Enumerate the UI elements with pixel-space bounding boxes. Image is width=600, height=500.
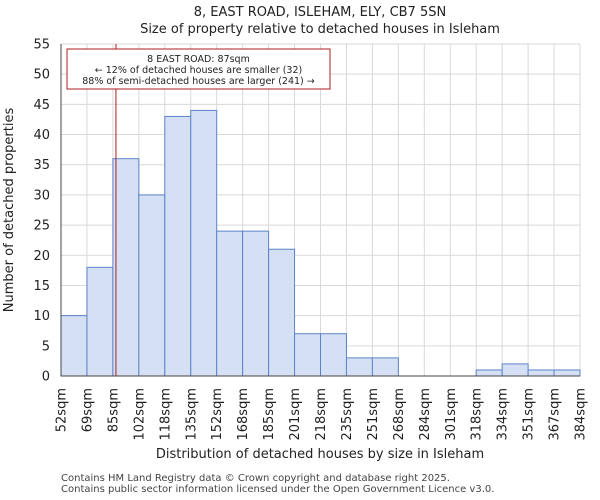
y-tick-label: 40 [33,128,50,143]
y-tick-label: 25 [33,219,50,234]
footer-line-1: Contains HM Land Registry data © Crown c… [61,473,450,484]
x-tick-label: 384sqm [574,388,589,441]
histogram-bar [371,357,399,377]
x-tick-label: 318sqm [470,388,485,441]
x-tick-label: 168sqm [236,388,251,441]
footer: Contains HM Land Registry data © Crown c… [61,473,494,495]
footer-line-2: Contains public sector information licen… [61,484,495,495]
x-tick-label: 218sqm [314,388,329,441]
histogram-bar [242,230,270,377]
annotation-box [66,48,331,90]
annotation-line-2: ← 12% of detached houses are smaller (32… [95,65,302,76]
histogram-bar [138,194,166,377]
x-tick-label: 284sqm [418,388,433,441]
x-tick-label: 69sqm [80,388,95,432]
annotation-line-3: 88% of semi-detached houses are larger (… [82,76,315,87]
y-tick-label: 35 [33,158,50,173]
histogram-bar [268,248,296,377]
annotation-line-1: 8 EAST ROAD: 87sqm [147,54,250,65]
histogram-bar [475,369,503,377]
x-tick-label: 185sqm [262,388,277,441]
histogram-bar [345,357,373,377]
histogram-bar [553,369,581,377]
y-tick-label: 30 [33,188,50,203]
y-tick-label: 50 [33,68,50,83]
x-tick-label: 52sqm [55,388,70,432]
x-tick-label: 235sqm [340,388,355,441]
x-tick-label: 135sqm [184,388,199,441]
x-tick-label: 367sqm [548,388,563,441]
x-tick-label: 268sqm [392,388,407,441]
x-tick-label: 334sqm [496,388,511,441]
histogram-bar [501,363,529,377]
histogram-bar [527,369,555,377]
x-axis-label: Distribution of detached houses by size … [156,447,484,462]
x-tick-label: 201sqm [288,388,303,441]
y-tick-label: 55 [33,38,50,53]
histogram-bar [190,109,218,377]
x-tick-label: 301sqm [444,388,459,441]
histogram-bar [320,333,347,377]
x-tick-label: 251sqm [366,388,381,441]
y-tick-label: 5 [42,339,50,354]
histogram-bar [294,333,321,377]
histogram-bar [216,230,244,377]
y-tick-label: 20 [33,249,50,264]
y-tick-label: 15 [33,279,50,294]
y-tick-label: 10 [33,309,50,324]
x-tick-label: 102sqm [132,388,147,441]
chart-subtitle: Size of property relative to detached ho… [140,22,500,37]
y-axis-label: Number of detached properties [2,108,17,313]
histogram-bar [112,158,140,377]
histogram-bar [60,315,88,377]
x-tick-label: 118sqm [158,388,173,441]
histogram-bar [86,266,114,377]
x-tick-label: 152sqm [210,388,225,441]
x-tick-label: 351sqm [522,388,537,441]
histogram-bar [164,115,192,377]
chart-title: 8, EAST ROAD, ISLEHAM, ELY, CB7 5SN [194,5,446,20]
y-tick-label: 0 [42,370,50,385]
x-tick-label: 85sqm [106,388,121,432]
y-tick-label: 45 [33,98,50,113]
